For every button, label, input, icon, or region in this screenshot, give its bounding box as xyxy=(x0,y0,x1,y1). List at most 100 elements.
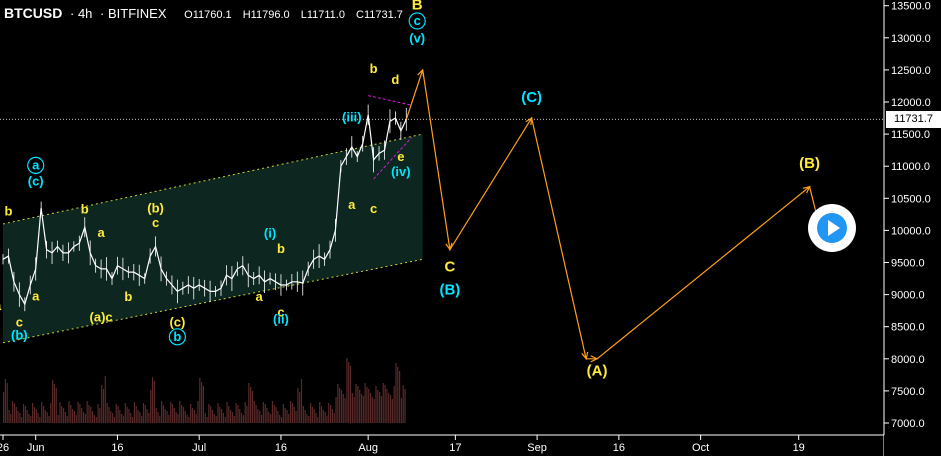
y-tick-label: 8500.0 xyxy=(891,322,925,334)
volume-bar xyxy=(122,416,125,423)
volume-bar xyxy=(349,366,352,423)
volume-bar xyxy=(340,390,343,423)
y-tick-label: 7000.0 xyxy=(891,418,925,430)
wave-label: b xyxy=(370,61,378,76)
volume-bar xyxy=(255,405,257,423)
volume-bar xyxy=(391,399,393,423)
volume-bar xyxy=(12,401,14,423)
volume-bar xyxy=(342,394,344,423)
volume-bar xyxy=(173,408,175,423)
volume-bar xyxy=(199,378,201,423)
volume-bar xyxy=(166,411,168,423)
volume-bar xyxy=(330,405,332,423)
volume-bar xyxy=(208,404,210,423)
volume-bar xyxy=(384,385,386,423)
x-tick-label: Aug xyxy=(358,442,378,454)
volume-bar xyxy=(366,387,368,423)
volume-bar xyxy=(64,412,66,423)
wave-label-circle xyxy=(27,156,45,175)
volume-bar xyxy=(191,408,194,423)
volume-bar xyxy=(273,405,275,423)
volume-bar xyxy=(257,409,259,423)
volume-bar xyxy=(359,390,361,423)
volume-bar xyxy=(400,398,403,423)
play-button[interactable] xyxy=(808,204,856,252)
volume-bar xyxy=(386,389,388,423)
wave-label: (c) xyxy=(28,173,44,188)
x-tick-label: 16 xyxy=(111,442,123,454)
ohlc-values: O11760.1 H11796.0 L11711.0 C11731.7 xyxy=(184,9,411,21)
volume-bar xyxy=(202,386,204,423)
y-tick-label: 9000.0 xyxy=(891,290,925,302)
volume-bar xyxy=(286,410,288,423)
volume-bar xyxy=(239,409,241,423)
wave-label: B xyxy=(412,0,423,14)
volume-bar xyxy=(373,399,375,423)
volume-bar xyxy=(42,406,45,423)
volume-bar xyxy=(295,411,297,423)
wave-label: (iv) xyxy=(391,164,411,179)
play-icon xyxy=(817,213,847,243)
wave-label: c xyxy=(16,315,23,330)
volume-bar xyxy=(228,406,230,423)
volume-bar xyxy=(371,397,373,423)
volume-bar xyxy=(262,402,264,423)
symbol-legend: BTCUSD · 4h · BITFINEX O11760.1 H11796.0… xyxy=(4,5,411,21)
volume-bar xyxy=(162,405,165,423)
volume-bar xyxy=(146,409,148,423)
volume-bar xyxy=(213,414,215,423)
volume-bar xyxy=(197,401,199,423)
volume-bar xyxy=(131,417,134,423)
volume-bar xyxy=(230,410,232,423)
volume-bar xyxy=(324,412,326,423)
volume-bar xyxy=(333,413,335,423)
volume-bar xyxy=(170,402,172,423)
interval-label[interactable]: 4h xyxy=(77,6,93,21)
wave-label: C xyxy=(444,258,455,275)
forecast-arrowhead xyxy=(590,355,599,363)
volume-bar xyxy=(6,383,8,423)
volume-bar xyxy=(112,413,114,423)
wave-label: a xyxy=(0,298,2,313)
volume-bar xyxy=(4,379,6,423)
volume-bar xyxy=(153,381,155,423)
volume-bar xyxy=(311,407,313,423)
volume-bar xyxy=(48,416,50,423)
wave-label: d xyxy=(391,72,399,87)
triangle-upper-line xyxy=(368,95,412,106)
low-value: 11711.0 xyxy=(306,9,345,21)
volume-bar xyxy=(102,389,105,423)
volume-bar xyxy=(142,403,145,423)
volume-bar xyxy=(117,406,119,423)
volume-bar xyxy=(79,404,81,423)
volume-bar xyxy=(164,409,166,423)
symbol-name[interactable]: BTCUSD xyxy=(4,5,63,21)
volume-bar xyxy=(310,403,312,423)
volume-bar xyxy=(297,388,299,423)
volume-bar xyxy=(8,410,10,423)
volume-bar xyxy=(253,401,255,423)
volume-bar xyxy=(70,405,72,423)
volume-bar xyxy=(22,404,25,423)
volume-bar xyxy=(82,412,85,423)
forecast-arrowhead xyxy=(445,242,453,252)
volume-bar xyxy=(181,405,183,423)
forecast-line xyxy=(405,69,822,360)
wave-label: (a)c xyxy=(90,310,113,325)
volume-bar xyxy=(231,412,234,423)
volume-bar xyxy=(130,413,132,423)
wave-label: (v) xyxy=(409,30,425,45)
volume-bar xyxy=(182,407,185,423)
volume-bar xyxy=(161,401,163,423)
volume-bar xyxy=(404,389,406,423)
volume-bar xyxy=(84,414,86,423)
volume-bar xyxy=(93,415,95,423)
volume-bar xyxy=(72,409,74,423)
volume-bar xyxy=(179,401,181,423)
wave-label: c xyxy=(152,215,159,230)
volume-bar xyxy=(282,404,284,423)
volume-bar xyxy=(61,406,63,423)
volume-bar xyxy=(204,413,206,423)
volume-bar xyxy=(104,376,106,423)
